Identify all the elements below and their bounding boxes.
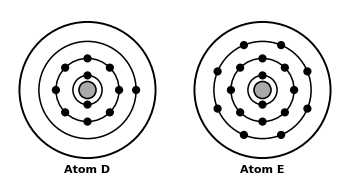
Circle shape (106, 109, 113, 116)
Circle shape (237, 109, 244, 116)
Circle shape (116, 87, 122, 93)
Circle shape (254, 82, 271, 98)
Circle shape (214, 105, 221, 112)
Circle shape (281, 64, 288, 71)
Circle shape (84, 72, 91, 79)
Circle shape (79, 82, 96, 98)
Circle shape (62, 64, 69, 71)
Circle shape (237, 64, 244, 71)
Circle shape (106, 64, 113, 71)
Circle shape (278, 42, 285, 48)
Circle shape (52, 87, 59, 93)
Circle shape (240, 132, 247, 138)
Circle shape (240, 42, 247, 48)
Circle shape (304, 68, 311, 75)
Circle shape (84, 118, 91, 125)
Circle shape (228, 87, 234, 93)
Circle shape (281, 109, 288, 116)
Circle shape (304, 105, 311, 112)
Circle shape (291, 87, 298, 93)
Circle shape (259, 118, 266, 125)
Circle shape (133, 87, 140, 93)
Circle shape (84, 55, 91, 62)
Text: Atom E: Atom E (240, 165, 285, 175)
Circle shape (84, 101, 91, 108)
Circle shape (259, 72, 266, 79)
Text: Atom D: Atom D (64, 165, 111, 175)
Circle shape (259, 101, 266, 108)
Circle shape (259, 55, 266, 62)
Circle shape (214, 68, 221, 75)
Circle shape (278, 132, 285, 138)
Circle shape (62, 109, 69, 116)
